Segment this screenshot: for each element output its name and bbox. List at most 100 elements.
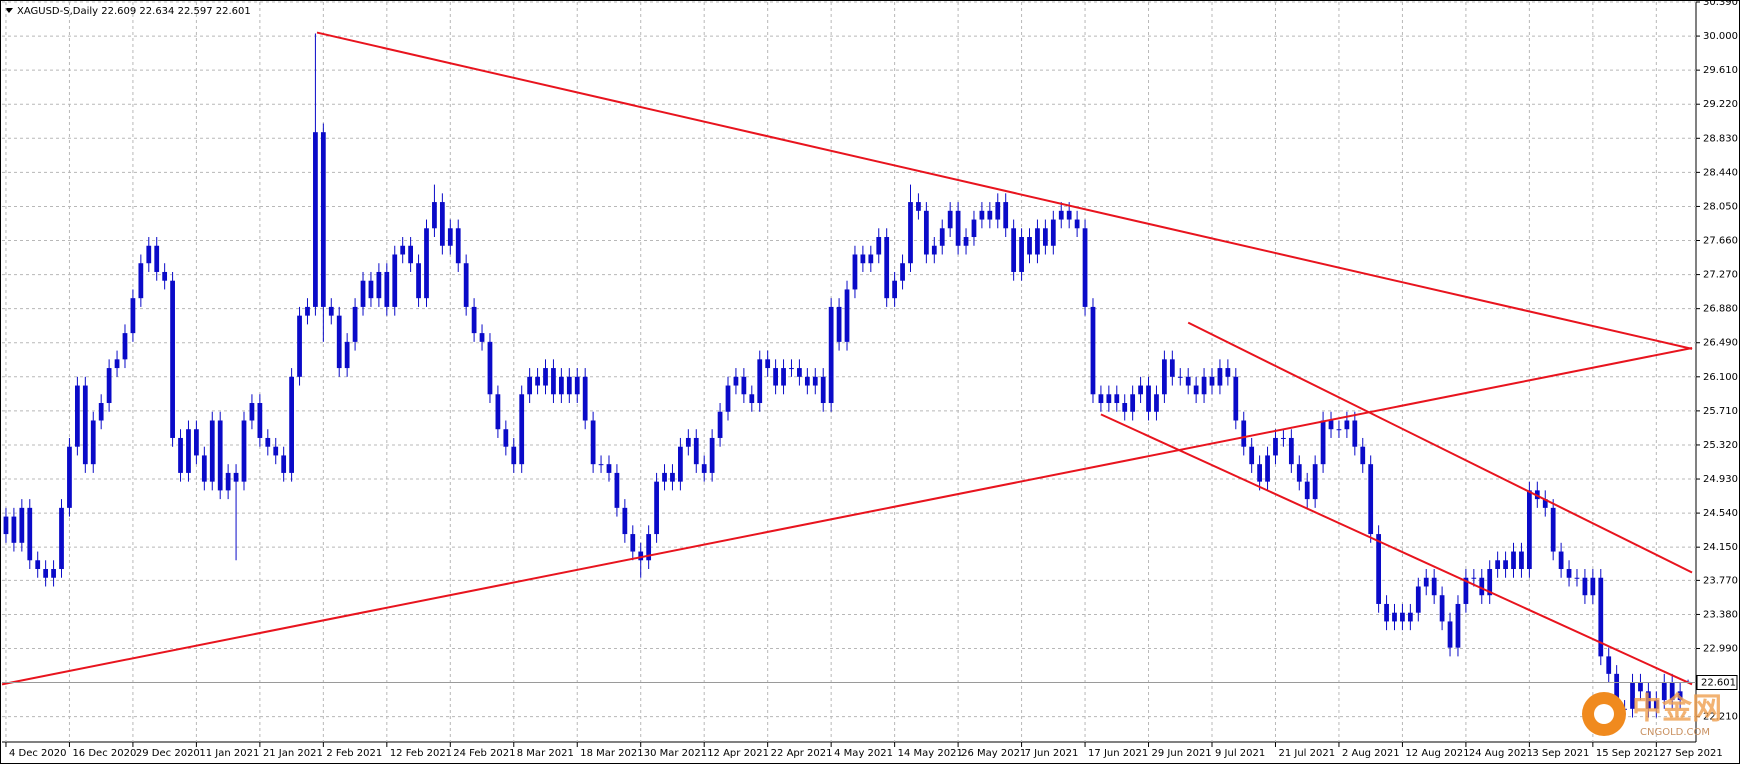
candle-body [376,271,382,299]
candle-body [265,437,271,447]
candle-body [1344,420,1350,430]
last-price-label: 22.601 [1701,678,1736,689]
candle-body [749,394,755,404]
candle-body [1257,464,1262,482]
candle-body [543,368,548,386]
candle-body [1296,464,1302,482]
candle-body [1566,569,1572,578]
candle-body [1011,228,1017,272]
candle-body [781,368,786,386]
candle-body [1415,586,1421,613]
x-tick-label: 12 Aug 2021 [1405,748,1469,759]
candle-body [852,254,858,290]
x-tick-label: 8 Mar 2021 [517,748,574,759]
y-tick-label: 23.770 [1703,575,1738,586]
candle-body [273,446,279,456]
candle-body [1376,534,1382,604]
candle-body [1082,228,1088,307]
candle-body [916,202,921,211]
candle-body [1114,394,1120,404]
x-tick-label: 3 Sep 2021 [1532,748,1589,759]
candle-body [836,306,842,342]
candle-body [368,280,374,299]
x-tick-label: 9 Jul 2021 [1215,748,1265,759]
candle-body [1162,359,1167,395]
candle-body [670,472,675,482]
candle-body [67,446,72,508]
candle-body [678,446,683,482]
x-tick-label: 17 Jun 2021 [1088,748,1148,759]
x-tick-label: 24 Aug 2021 [1469,748,1533,759]
candle-body [1423,577,1429,587]
candle-body [43,569,49,578]
x-tick-label: 18 Mar 2021 [580,748,643,759]
candle-body [384,271,390,307]
candle-body [646,534,652,561]
candle-body [1455,603,1461,648]
candle-body [1661,682,1667,701]
x-tick-label: 11 Jan 2021 [199,748,259,759]
menu-arrow[interactable] [5,8,13,13]
candle-body [1225,368,1231,377]
candle-body [1479,577,1485,596]
x-tick-label: 15 Sep 2021 [1596,748,1659,759]
candle-body [471,306,477,334]
candle-body [336,315,342,369]
candle-body [1201,376,1207,395]
candle-body [638,551,644,561]
candle-body [178,437,183,473]
candle-body [1185,376,1191,386]
candle-body [1320,420,1326,465]
y-tick-label: 24.540 [1703,508,1738,519]
candle-body [741,376,747,395]
x-tick-label: 29 Jun 2021 [1152,748,1212,759]
candle-body [733,376,739,386]
candle-body [1090,306,1096,395]
candle-body [74,385,80,447]
y-tick-label: 30.390 [1703,0,1738,8]
candle-body [1019,237,1024,272]
candle-body [392,254,398,307]
x-tick-label: 12 Apr 2021 [707,748,769,759]
candle-body [1550,507,1556,552]
y-tick-label: 27.660 [1703,236,1738,247]
candle-body [614,472,620,508]
candle-body [598,464,604,466]
candle-body [574,376,580,395]
candle-body [201,455,207,482]
candle-body [503,429,509,447]
candle-body [963,237,969,246]
watermark-subtext: CNGOLD.COM [1640,727,1710,738]
candle-body [820,376,826,404]
candle-body [931,245,937,255]
candle-body [693,437,699,465]
candle-body [1122,403,1128,412]
candle-body [1281,437,1286,439]
candle-body [1574,577,1580,579]
candle-body [1598,577,1604,657]
candle-body [1042,228,1048,246]
candle-body [519,394,525,465]
candle-body [114,359,120,369]
watermark: 中金网 CNGOLD.COM [1582,692,1722,738]
candle-body [1027,237,1032,255]
candle-body [622,507,628,535]
candle-body [59,507,64,570]
candle-body [868,254,874,264]
candle-body [1614,673,1620,709]
candle-body [1193,385,1199,395]
candle-body [1526,490,1532,570]
candle-body [1431,577,1437,596]
candle-body [424,228,429,299]
candle-body [297,315,302,377]
candle-body [662,472,667,482]
candle-body [432,202,437,229]
candle-body [495,394,501,430]
x-tick-label: 24 Feb 2021 [453,748,515,759]
x-tick-label: 12 Feb 2021 [390,748,452,759]
candle-body [590,420,596,465]
candle-body [725,385,731,412]
